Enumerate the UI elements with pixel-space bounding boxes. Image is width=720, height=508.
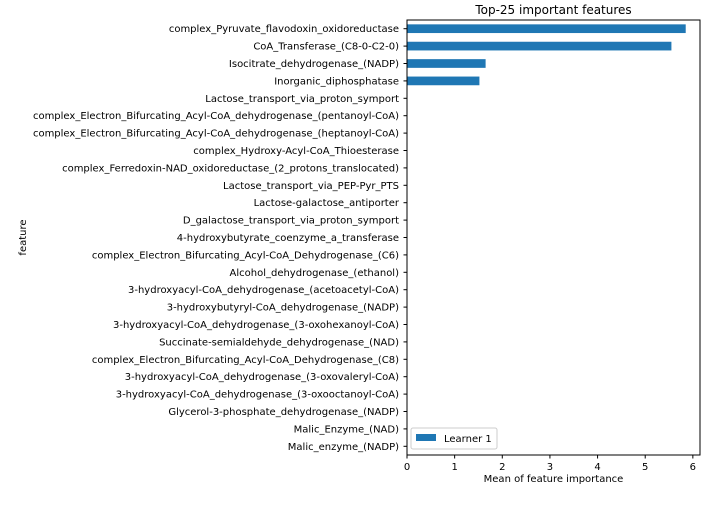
y-tick-label: Isocitrate_dehydrogenase_(NADP) <box>229 59 399 70</box>
y-tick-label: 3-hydroxybutyryl-CoA_dehydrogenase_(NADP… <box>167 303 399 314</box>
bars-layer <box>407 24 686 86</box>
y-tick-label: Malic_Enzyme_(NAD) <box>294 424 399 435</box>
y-tick-label: Inorganic_diphosphatase <box>274 76 399 87</box>
bar <box>407 41 672 51</box>
x-tick-label: 5 <box>642 462 648 473</box>
y-tick-label: complex_Electron_Bifurcating_Acyl-CoA_De… <box>92 355 399 366</box>
y-tick-label: CoA_Transferase_(C8-0-C2-0) <box>253 42 399 53</box>
x-tick-label: 6 <box>690 462 696 473</box>
x-axis-label: Mean of feature importance <box>484 474 624 485</box>
bar <box>407 24 686 34</box>
y-tick-label: 4-hydroxybutyrate_coenzyme_a_transferase <box>177 233 399 244</box>
y-tick-label: Alcohol_dehydrogenase_(ethanol) <box>230 268 400 279</box>
y-tick-label: complex_Hydroxy-Acyl-CoA_Thioesterase <box>193 146 399 157</box>
y-tick-label: complex_Ferredoxin-NAD_oxidoreductase_(2… <box>62 163 399 174</box>
chart-title: Top-25 important features <box>474 3 631 17</box>
y-tick-label: D_galactose_transport_via_proton_symport <box>183 216 399 227</box>
x-tick-label: 4 <box>594 462 600 473</box>
x-tick-label: 2 <box>499 462 505 473</box>
y-tick-label: Malic_enzyme_(NADP) <box>288 442 399 453</box>
y-tick-label: complex_Electron_Bifurcating_Acyl-CoA_de… <box>33 111 399 122</box>
y-tick-label: Succinate-semialdehyde_dehydrogenase_(NA… <box>159 337 399 348</box>
x-tick-labels: 0 1 2 3 4 5 6 <box>404 455 696 473</box>
legend-box <box>410 427 498 450</box>
x-tick-label: 1 <box>451 462 457 473</box>
bar <box>407 76 480 86</box>
y-tick-labels: complex_Pyruvate_flavodoxin_oxidoreducta… <box>33 24 407 453</box>
x-tick-label: 3 <box>547 462 553 473</box>
y-tick-label: 3-hydroxyacyl-CoA_dehydrogenase_(3-oxohe… <box>113 320 399 331</box>
x-tick-label: 0 <box>404 462 410 473</box>
y-tick-label: 3-hydroxyacyl-CoA_dehydrogenase_(3-oxova… <box>125 372 399 383</box>
y-tick-label: complex_Electron_Bifurcating_Acyl-CoA_De… <box>92 250 399 261</box>
y-tick-label: 3-hydroxyacyl-CoA_dehydrogenase_(acetoac… <box>128 285 399 296</box>
legend-swatch <box>416 434 436 441</box>
y-tick-label: Glycerol-3-phosphate_dehydrogenase_(NADP… <box>168 407 399 418</box>
y-tick-label: 3-hydroxyacyl-CoA_dehydrogenase_(3-oxooc… <box>116 390 399 401</box>
bar <box>407 59 486 68</box>
y-tick-label: Lactose-galactose_antiporter <box>254 198 400 209</box>
y-tick-label: complex_Pyruvate_flavodoxin_oxidoreducta… <box>169 24 399 35</box>
y-axis-label: feature <box>18 219 29 255</box>
y-tick-label: complex_Electron_Bifurcating_Acyl-CoA_de… <box>33 129 399 140</box>
plot-frame <box>406 19 701 456</box>
y-tick-label: Lactose_transport_via_proton_symport <box>205 94 399 105</box>
y-tick-label: Lactose_transport_via_PEP-Pyr_PTS <box>223 181 399 192</box>
legend: Learner 1 <box>410 427 498 450</box>
legend-label: Learner 1 <box>444 434 492 445</box>
